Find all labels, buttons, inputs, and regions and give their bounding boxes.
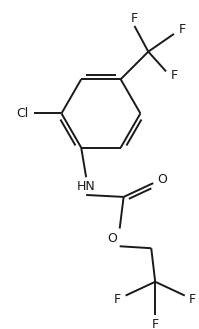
Text: HN: HN xyxy=(77,180,96,192)
Text: O: O xyxy=(107,232,117,245)
Text: F: F xyxy=(189,293,196,306)
Text: Cl: Cl xyxy=(16,107,28,120)
Text: F: F xyxy=(114,293,121,306)
Text: F: F xyxy=(178,23,185,37)
Text: F: F xyxy=(152,318,159,329)
Text: F: F xyxy=(170,69,178,82)
Text: F: F xyxy=(131,12,138,25)
Text: O: O xyxy=(157,173,167,186)
